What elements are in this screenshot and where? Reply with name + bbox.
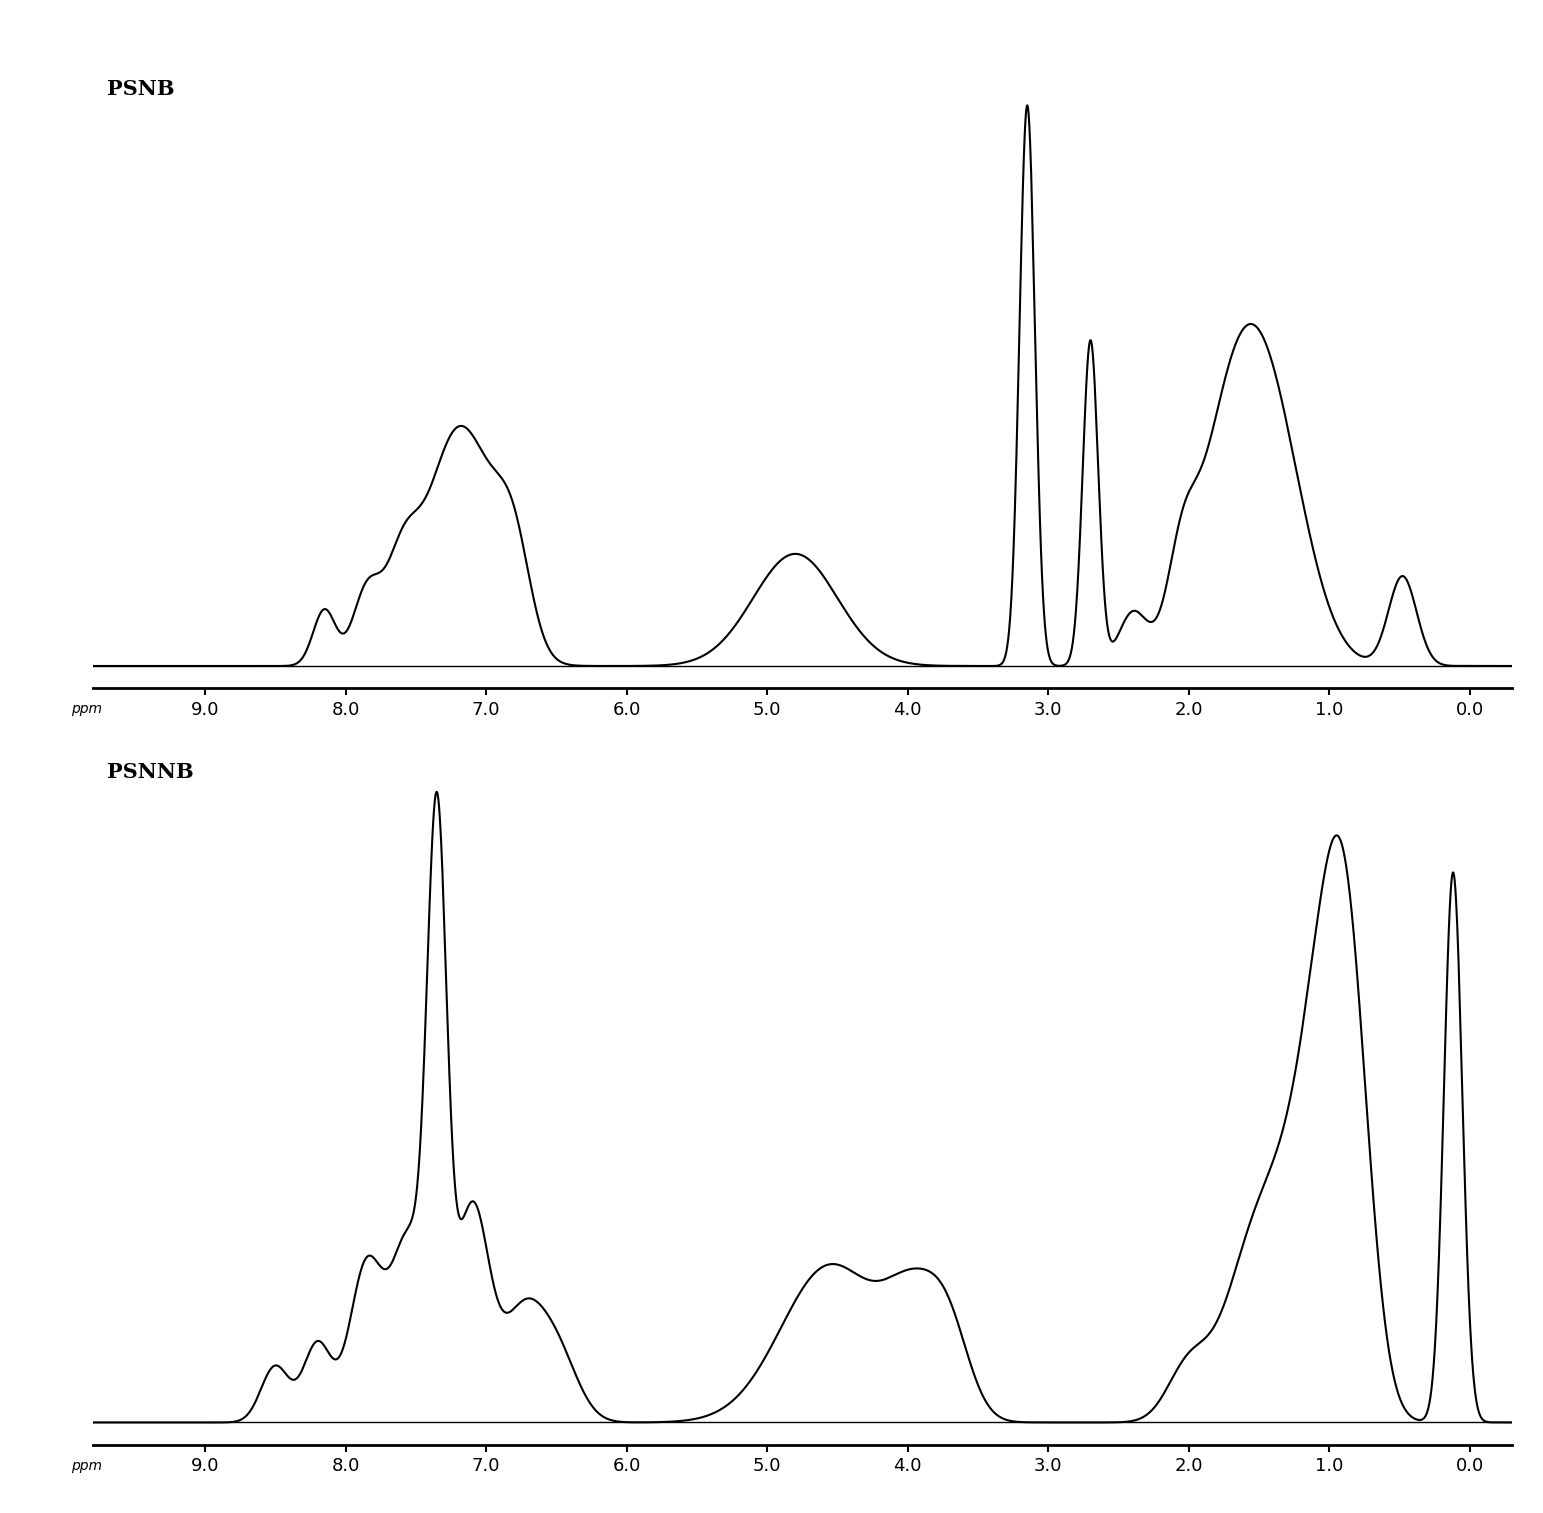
Text: PSNB: PSNB xyxy=(106,79,174,100)
Text: PSNNB: PSNNB xyxy=(106,763,193,782)
Text: ppm: ppm xyxy=(71,702,102,717)
Text: ppm: ppm xyxy=(71,1459,102,1474)
